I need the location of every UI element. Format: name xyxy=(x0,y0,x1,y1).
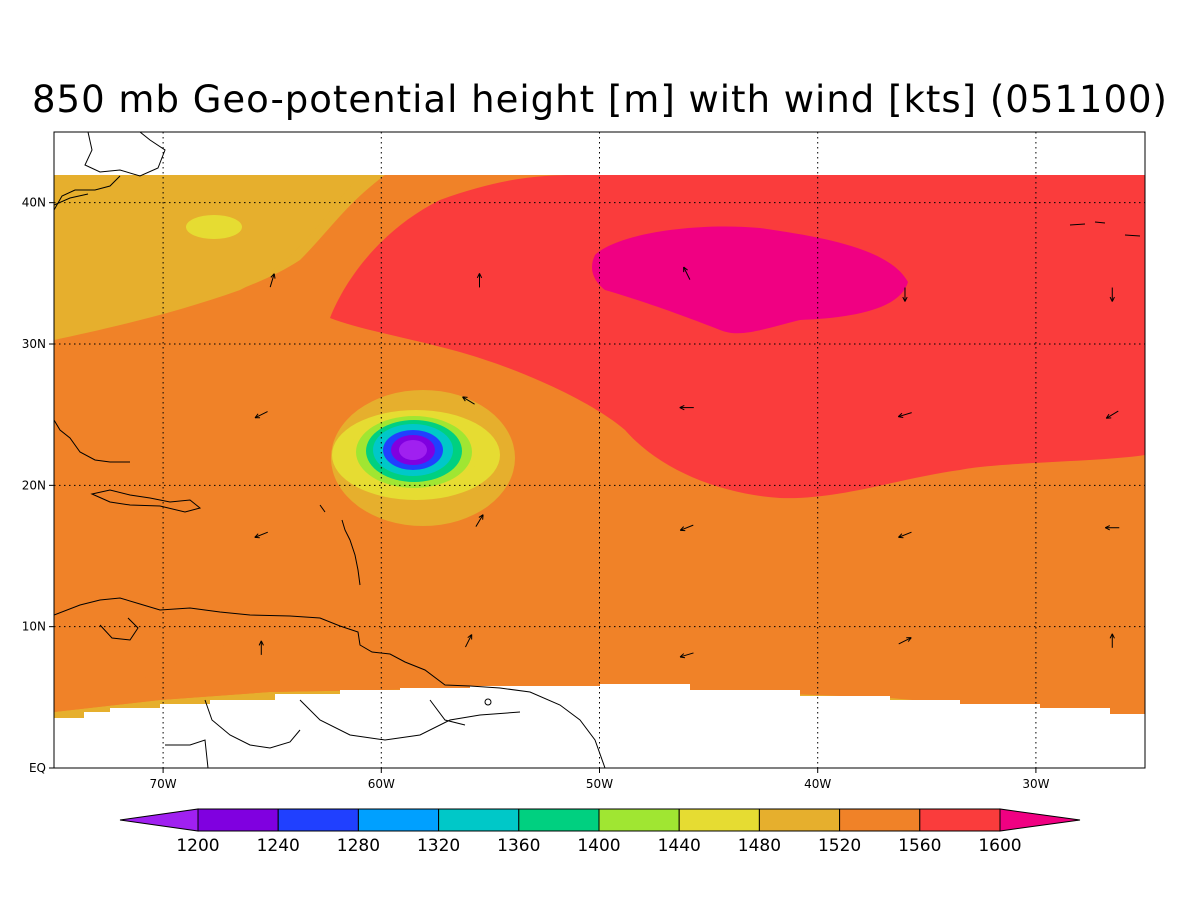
colorbar-label: 1480 xyxy=(738,836,781,856)
colorbar-label: 1560 xyxy=(898,836,941,856)
colorbar-swatch xyxy=(758,808,841,832)
field-blob-1440-1480 xyxy=(186,215,242,239)
wind-vectors xyxy=(254,266,1120,659)
x-tick-label: 70W xyxy=(150,777,177,791)
field-band-1560-1600 xyxy=(330,175,1145,499)
colorbar-swatch xyxy=(277,808,359,832)
wind-arrow xyxy=(902,287,908,302)
colorbar-swatch xyxy=(919,808,1001,832)
y-tick-label: 40N xyxy=(22,196,46,210)
wind-arrow xyxy=(897,412,912,418)
wind-arrow xyxy=(1105,410,1119,419)
colorbar-swatch xyxy=(839,808,921,832)
axis-labels: 70W 60W 50W 40W 30W EQ 10N 20N 30N 40N xyxy=(22,196,1050,791)
x-tick-label: 60W xyxy=(368,777,395,791)
missing-data-region xyxy=(54,684,1145,768)
colorbar-high-extend xyxy=(999,808,1081,832)
colorbar-swatch xyxy=(438,808,520,832)
colorbar-label: 1200 xyxy=(176,836,219,856)
x-tick-label: 40W xyxy=(804,777,831,791)
x-tick-label: 30W xyxy=(1022,777,1049,791)
wind-arrow xyxy=(683,266,691,280)
colorbar-swatch xyxy=(357,808,440,832)
colorbar-low-extend xyxy=(119,808,199,832)
colorbar-label: 1280 xyxy=(337,836,380,856)
coastlines xyxy=(54,132,1141,768)
wind-arrow xyxy=(1105,525,1120,531)
wind-arrow xyxy=(475,514,484,527)
wind-arrow xyxy=(254,411,268,419)
wind-arrow xyxy=(462,396,475,405)
colorbar-label: 1400 xyxy=(577,836,620,856)
colorbar-label: 1440 xyxy=(658,836,701,856)
wind-arrow xyxy=(465,634,473,648)
y-tick-label: 10N xyxy=(22,620,46,634)
wind-arrow xyxy=(679,524,694,532)
x-tick-label: 50W xyxy=(586,777,613,791)
y-tick-label: 30N xyxy=(22,337,46,351)
y-tick-label: 20N xyxy=(22,478,46,492)
colorbar: 1200 1240 1280 1320 1360 1400 1440 1480 1520 1560… xyxy=(119,808,1081,856)
wind-arrow xyxy=(254,531,268,539)
wind-arrow xyxy=(1109,287,1115,302)
wind-arrow xyxy=(258,640,264,655)
field-band-1480-1520-west xyxy=(54,175,360,340)
colorbar-label: 1360 xyxy=(497,836,540,856)
wind-arrow xyxy=(898,637,912,645)
wind-arrow xyxy=(679,652,694,659)
storm-system xyxy=(331,390,515,526)
gridlines xyxy=(54,132,1145,768)
wind-arrow xyxy=(679,404,694,411)
colorbar-label: 1320 xyxy=(417,836,460,856)
y-tick-label: EQ xyxy=(29,761,46,775)
wind-arrow xyxy=(898,531,912,539)
chart-title: 850 mb Geo-potential height [m] with win… xyxy=(32,78,1168,121)
colorbar-label: 1520 xyxy=(818,836,861,856)
wind-arrow xyxy=(1109,633,1115,648)
wind-arrow xyxy=(476,273,483,288)
colorbar-label: 1600 xyxy=(978,836,1021,856)
colorbar-swatch xyxy=(598,808,680,832)
colorbar-label: 1240 xyxy=(257,836,300,856)
field-band-1600-plus xyxy=(592,226,908,334)
colorbar-swatch xyxy=(197,808,279,832)
field-band-1520-1560-south xyxy=(54,629,380,712)
colorbar-swatch xyxy=(518,808,600,832)
colorbar-swatch xyxy=(678,808,760,832)
wind-arrow xyxy=(269,273,276,288)
